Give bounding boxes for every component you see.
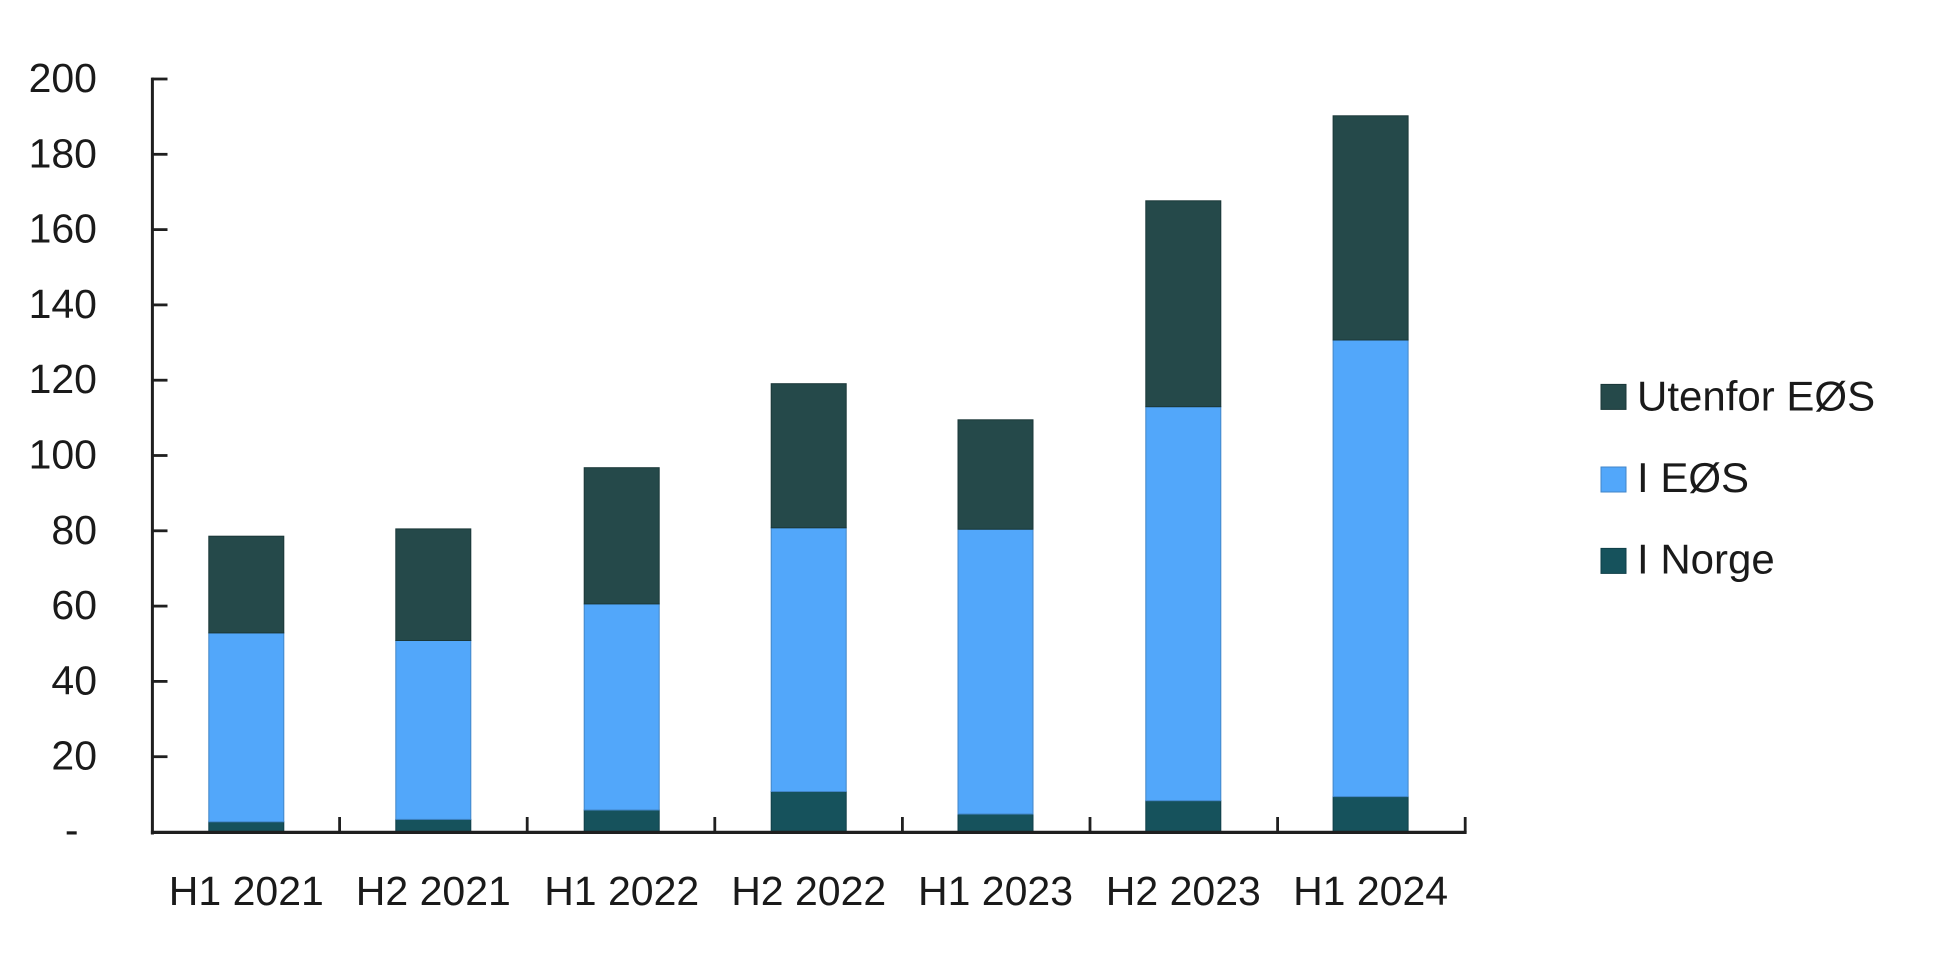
svg-text:H1 2022: H1 2022 (544, 868, 699, 914)
svg-text:160: 160 (29, 206, 97, 252)
svg-text:H2 2023: H2 2023 (1106, 868, 1261, 914)
svg-text:H2 2021: H2 2021 (356, 868, 511, 914)
svg-text:H1 2021: H1 2021 (169, 868, 324, 914)
svg-text:120: 120 (29, 356, 97, 402)
svg-text:I EØS: I EØS (1637, 454, 1749, 501)
svg-text:200: 200 (29, 55, 97, 101)
svg-text:H1 2024: H1 2024 (1293, 868, 1448, 914)
svg-text:180: 180 (29, 130, 97, 176)
svg-text:-: - (65, 807, 79, 853)
svg-text:60: 60 (51, 582, 97, 628)
svg-text:100: 100 (29, 432, 97, 478)
svg-text:140: 140 (29, 281, 97, 327)
svg-text:H2 2022: H2 2022 (731, 868, 886, 914)
svg-text:80: 80 (51, 507, 97, 553)
svg-text:I Norge: I Norge (1637, 536, 1775, 583)
svg-text:Utenfor EØS: Utenfor EØS (1637, 373, 1875, 420)
svg-text:H1 2023: H1 2023 (918, 868, 1073, 914)
svg-text:40: 40 (51, 657, 97, 703)
svg-text:20: 20 (51, 733, 97, 779)
